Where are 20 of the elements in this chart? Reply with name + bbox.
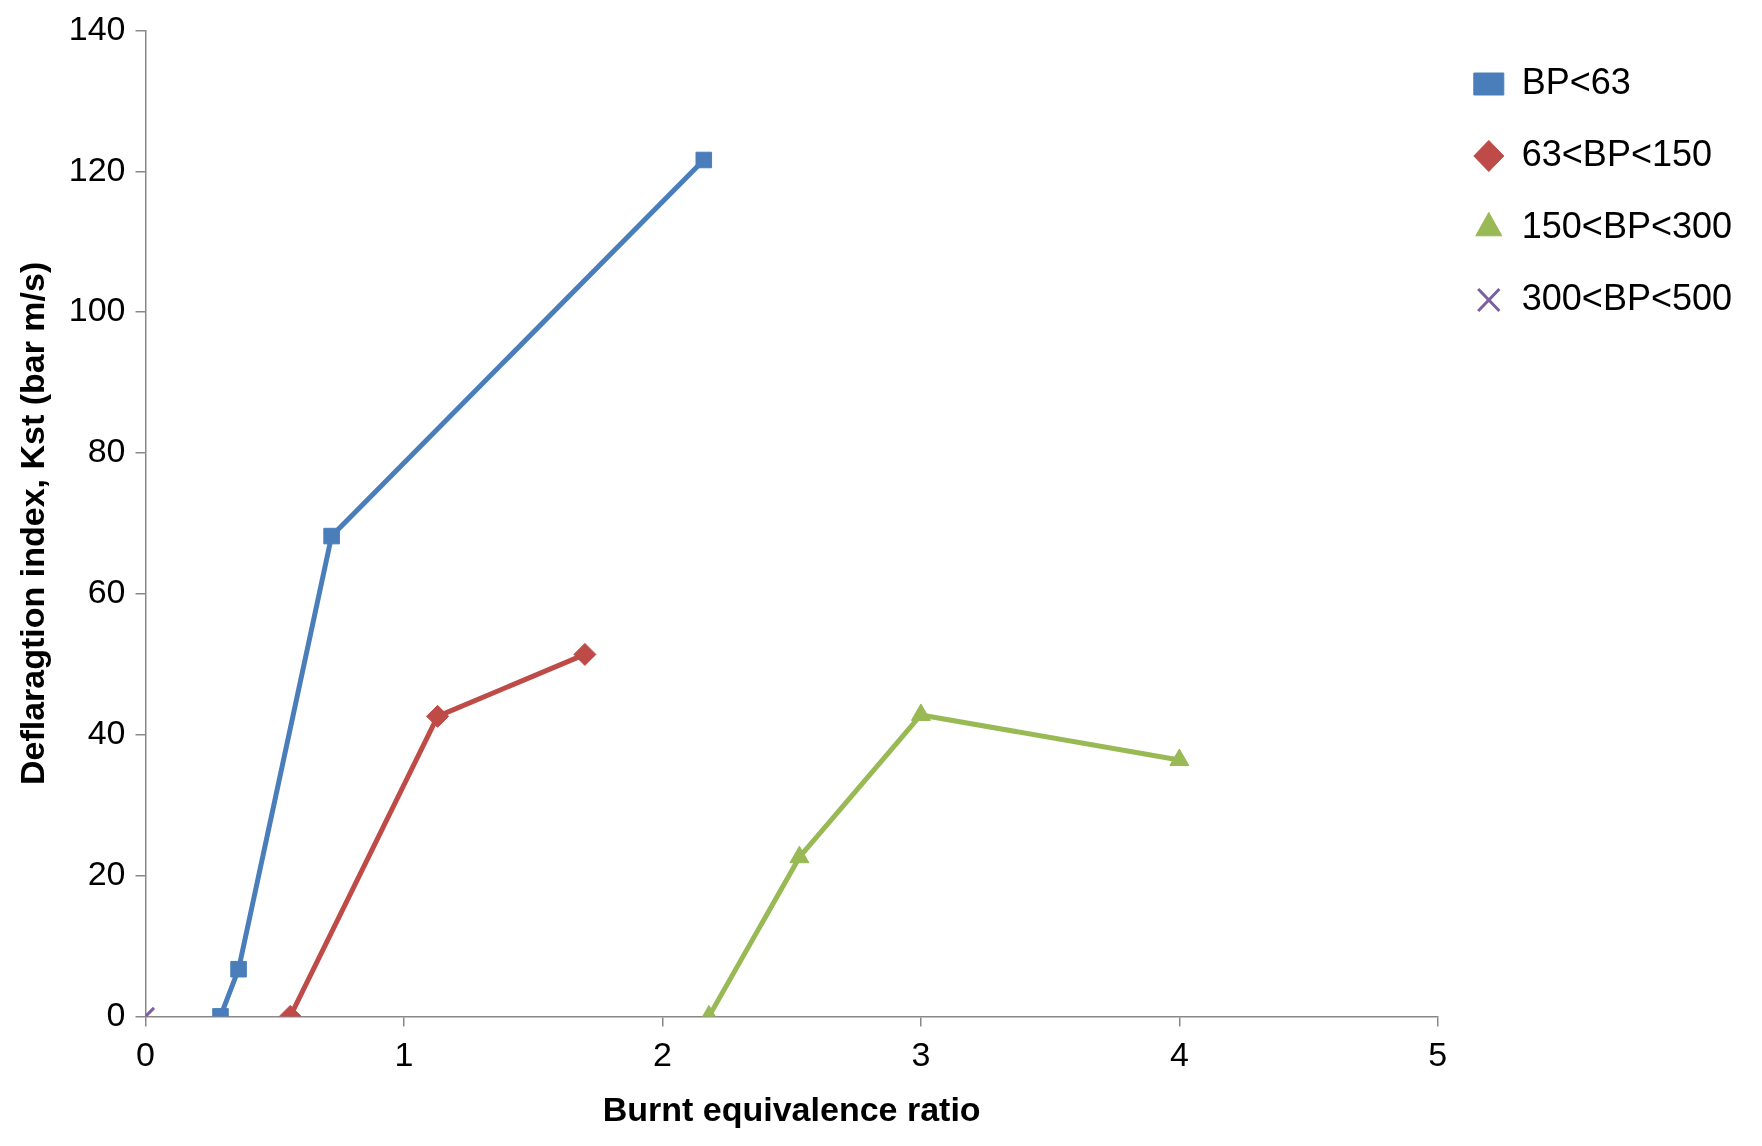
x-tick-label: 5 <box>1428 1035 1448 1074</box>
y-tick-label: 0 <box>106 994 126 1033</box>
x-axis-title: Burnt equivalence ratio <box>602 1089 981 1128</box>
y-tick-label: 80 <box>87 431 126 470</box>
y-axis-title: Deflaragtion index, Kst (bar m/s) <box>12 261 51 786</box>
y-tick-label: 60 <box>87 572 126 611</box>
x-tick-label: 3 <box>911 1035 931 1074</box>
x-tick-label: 1 <box>394 1035 414 1074</box>
x-tick-label: 0 <box>136 1035 155 1074</box>
y-tick-label: 140 <box>68 8 126 47</box>
legend-label: 63<BP<150 <box>1521 132 1712 174</box>
legend-label: 150<BP<300 <box>1521 204 1732 246</box>
legend-label: 300<BP<500 <box>1521 276 1732 318</box>
y-tick-label: 20 <box>87 853 126 892</box>
legend-label: BP<63 <box>1521 60 1631 102</box>
x-tick-label: 4 <box>1169 1035 1189 1074</box>
y-tick-label: 100 <box>68 290 126 329</box>
y-tick-label: 40 <box>87 713 126 752</box>
y-tick-label: 120 <box>68 149 126 188</box>
x-tick-label: 2 <box>652 1035 672 1074</box>
